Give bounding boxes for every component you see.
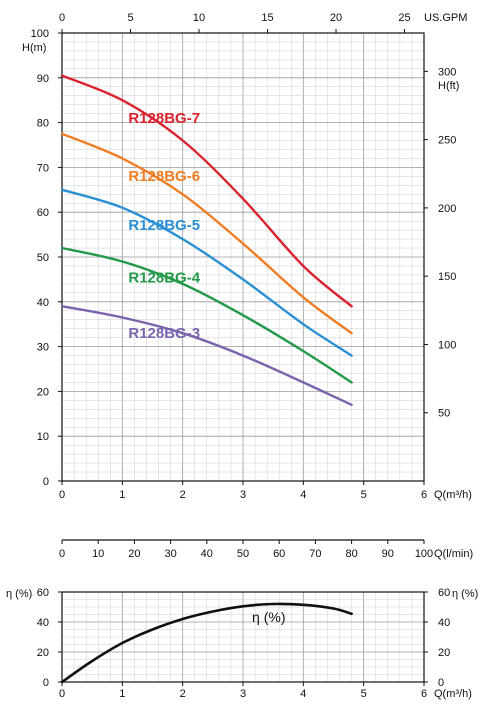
y-tick-label: 0 [43, 476, 49, 488]
lmin-tick-label: 0 [59, 548, 65, 560]
x-tick-label: 2 [180, 489, 186, 501]
chart-frames [58, 29, 428, 686]
y-tick-label: 70 [37, 162, 49, 174]
efficiency-line [60, 602, 353, 684]
x-tick-label: 4 [300, 489, 306, 501]
eta-x-tick-label: 4 [300, 688, 306, 700]
right-tick-label: 300 [438, 66, 456, 78]
right-tick-label: 250 [438, 135, 456, 147]
y-tick-label: 30 [37, 342, 49, 354]
eta-x-tick-label: 1 [119, 688, 125, 700]
y-tick-label: 100 [31, 28, 49, 40]
lmin-tick-label: 40 [201, 548, 213, 560]
y-tick-label: 40 [37, 297, 49, 309]
lmin-tick-label: 80 [345, 548, 357, 560]
y-tick-label: 60 [37, 207, 49, 219]
eta-y-tick-label: 20 [37, 647, 49, 659]
lmin-tick-label: 100 [415, 548, 433, 560]
eta-y-tick-label: 0 [43, 677, 49, 689]
lmin-tick-label: 20 [128, 548, 140, 560]
right-tick-label: 50 [438, 408, 450, 420]
eta-x-axis-label: Q(m³/h) [434, 688, 472, 700]
top-tick-label: 10 [193, 12, 205, 24]
right-tick-label: 100 [438, 339, 456, 351]
y-tick-label: 10 [37, 431, 49, 443]
eta-right-tick-label: 40 [438, 617, 450, 629]
top-tick-label: 5 [127, 12, 133, 24]
series-label-r128bg-7: R128BG-7 [128, 110, 200, 127]
lmin-tick-label: 30 [164, 548, 176, 560]
eta-x-tick-label: 6 [421, 688, 427, 700]
x-axis-label: Q(m³/h) [434, 489, 472, 501]
eta-right-tick-label: 20 [438, 647, 450, 659]
eta-x-tick-label: 3 [240, 688, 246, 700]
lmin-tick-label: 70 [309, 548, 321, 560]
top-tick-label: 15 [261, 12, 273, 24]
y-tick-label: 20 [37, 386, 49, 398]
eta-right-axis-label: η (%) [452, 588, 478, 600]
eta-x-tick-label: 0 [59, 688, 65, 700]
lmin-tick-label: 90 [382, 548, 394, 560]
eta-y-tick-label: 40 [37, 617, 49, 629]
eta-y-axis-label: η (%) [6, 588, 32, 600]
series-labels: R128BG-7 R128BG-6 R128BG-5 R128BG-4 R128BG-3… [128, 110, 285, 625]
eta-x-tick-label: 5 [361, 688, 367, 700]
y-tick-label: 80 [37, 118, 49, 130]
efficiency-series-label: η (%) [252, 609, 285, 625]
top-tick-label: 25 [398, 12, 410, 24]
lmin-axis-label: Q(l/min) [434, 548, 473, 560]
head-series-lines [60, 74, 353, 406]
right-tick-label: 200 [438, 203, 456, 215]
efficiency-series-line [60, 602, 353, 684]
tick-labels: 0 1 2 3 4 5 6 Q(m³/h)0102030405060708090100H(m)… [6, 12, 478, 700]
x-tick-label: 6 [421, 489, 427, 501]
top-tick-label: 20 [330, 12, 342, 24]
right-tick-label: 150 [438, 271, 456, 283]
series-line-r128bg-5 [60, 188, 353, 357]
top-tick-label: 0 [59, 12, 65, 24]
eta-right-tick-label: 60 [438, 587, 450, 599]
series-label-r128bg-4: R128BG-4 [128, 270, 200, 287]
series-line-r128bg-6 [60, 132, 353, 335]
top-axis-label: US.GPM [424, 12, 467, 24]
x-tick-label: 5 [361, 489, 367, 501]
eta-y-tick-label: 60 [37, 587, 49, 599]
eta-x-tick-label: 2 [180, 688, 186, 700]
head-chart-grid [61, 32, 425, 482]
x-tick-label: 0 [59, 489, 65, 501]
x-tick-label: 1 [119, 489, 125, 501]
series-line-r128bg-7 [60, 74, 353, 308]
y-tick-label: 50 [37, 252, 49, 264]
right-axis-label: H(ft) [438, 80, 459, 92]
x-tick-label: 3 [240, 489, 246, 501]
lmin-tick-label: 10 [92, 548, 104, 560]
series-label-r128bg-3: R128BG-3 [128, 325, 200, 342]
lmin-tick-label: 60 [273, 548, 285, 560]
series-line-r128bg-4 [60, 246, 353, 384]
series-label-r128bg-6: R128BG-6 [128, 168, 200, 185]
series-line-r128bg-3 [60, 305, 353, 406]
eta-right-tick-label: 0 [438, 677, 444, 689]
y-axis-label: H(m) [22, 42, 46, 54]
lmin-tick-label: 50 [237, 548, 249, 560]
y-tick-label: 90 [37, 73, 49, 85]
series-label-r128bg-5: R128BG-5 [128, 217, 200, 234]
